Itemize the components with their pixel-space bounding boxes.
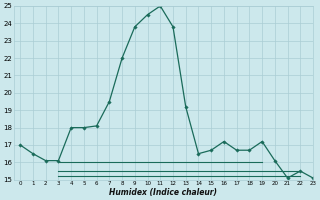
- X-axis label: Humidex (Indice chaleur): Humidex (Indice chaleur): [109, 188, 218, 197]
